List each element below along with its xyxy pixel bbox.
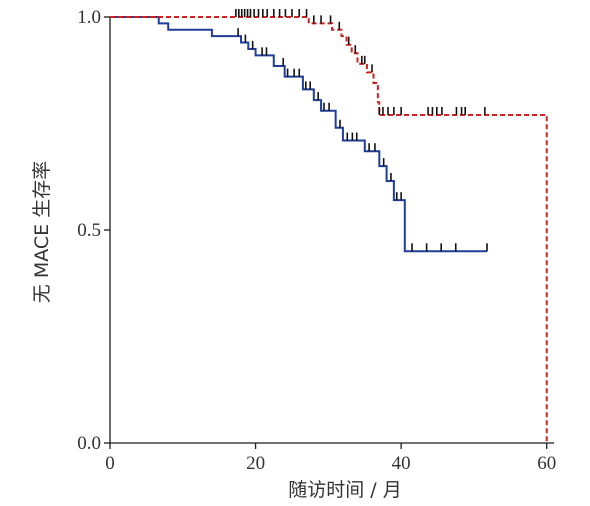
- y-tick-label: 0.5: [77, 220, 101, 241]
- series-line-2: [110, 16, 548, 443]
- y-ticks: 0.0 0.5 1.0: [77, 7, 110, 454]
- plot-area: [109, 17, 554, 444]
- x-tick-label: 40: [392, 453, 411, 474]
- series-line-1: [110, 16, 488, 253]
- series-layer: [110, 16, 548, 443]
- x-tick-label: 20: [246, 453, 265, 474]
- x-tick-label: 0: [105, 453, 115, 474]
- y-tick-label: 1.0: [77, 7, 101, 28]
- y-axis-title: 无 MACE 生存率: [31, 161, 53, 303]
- x-ticks: 0 20 40 60: [105, 443, 556, 474]
- censor-layer: [235, 9, 488, 252]
- x-axis-title: 随访时间 / 月: [288, 479, 401, 501]
- x-tick-label: 60: [537, 453, 556, 474]
- y-tick-label: 0.0: [77, 433, 101, 454]
